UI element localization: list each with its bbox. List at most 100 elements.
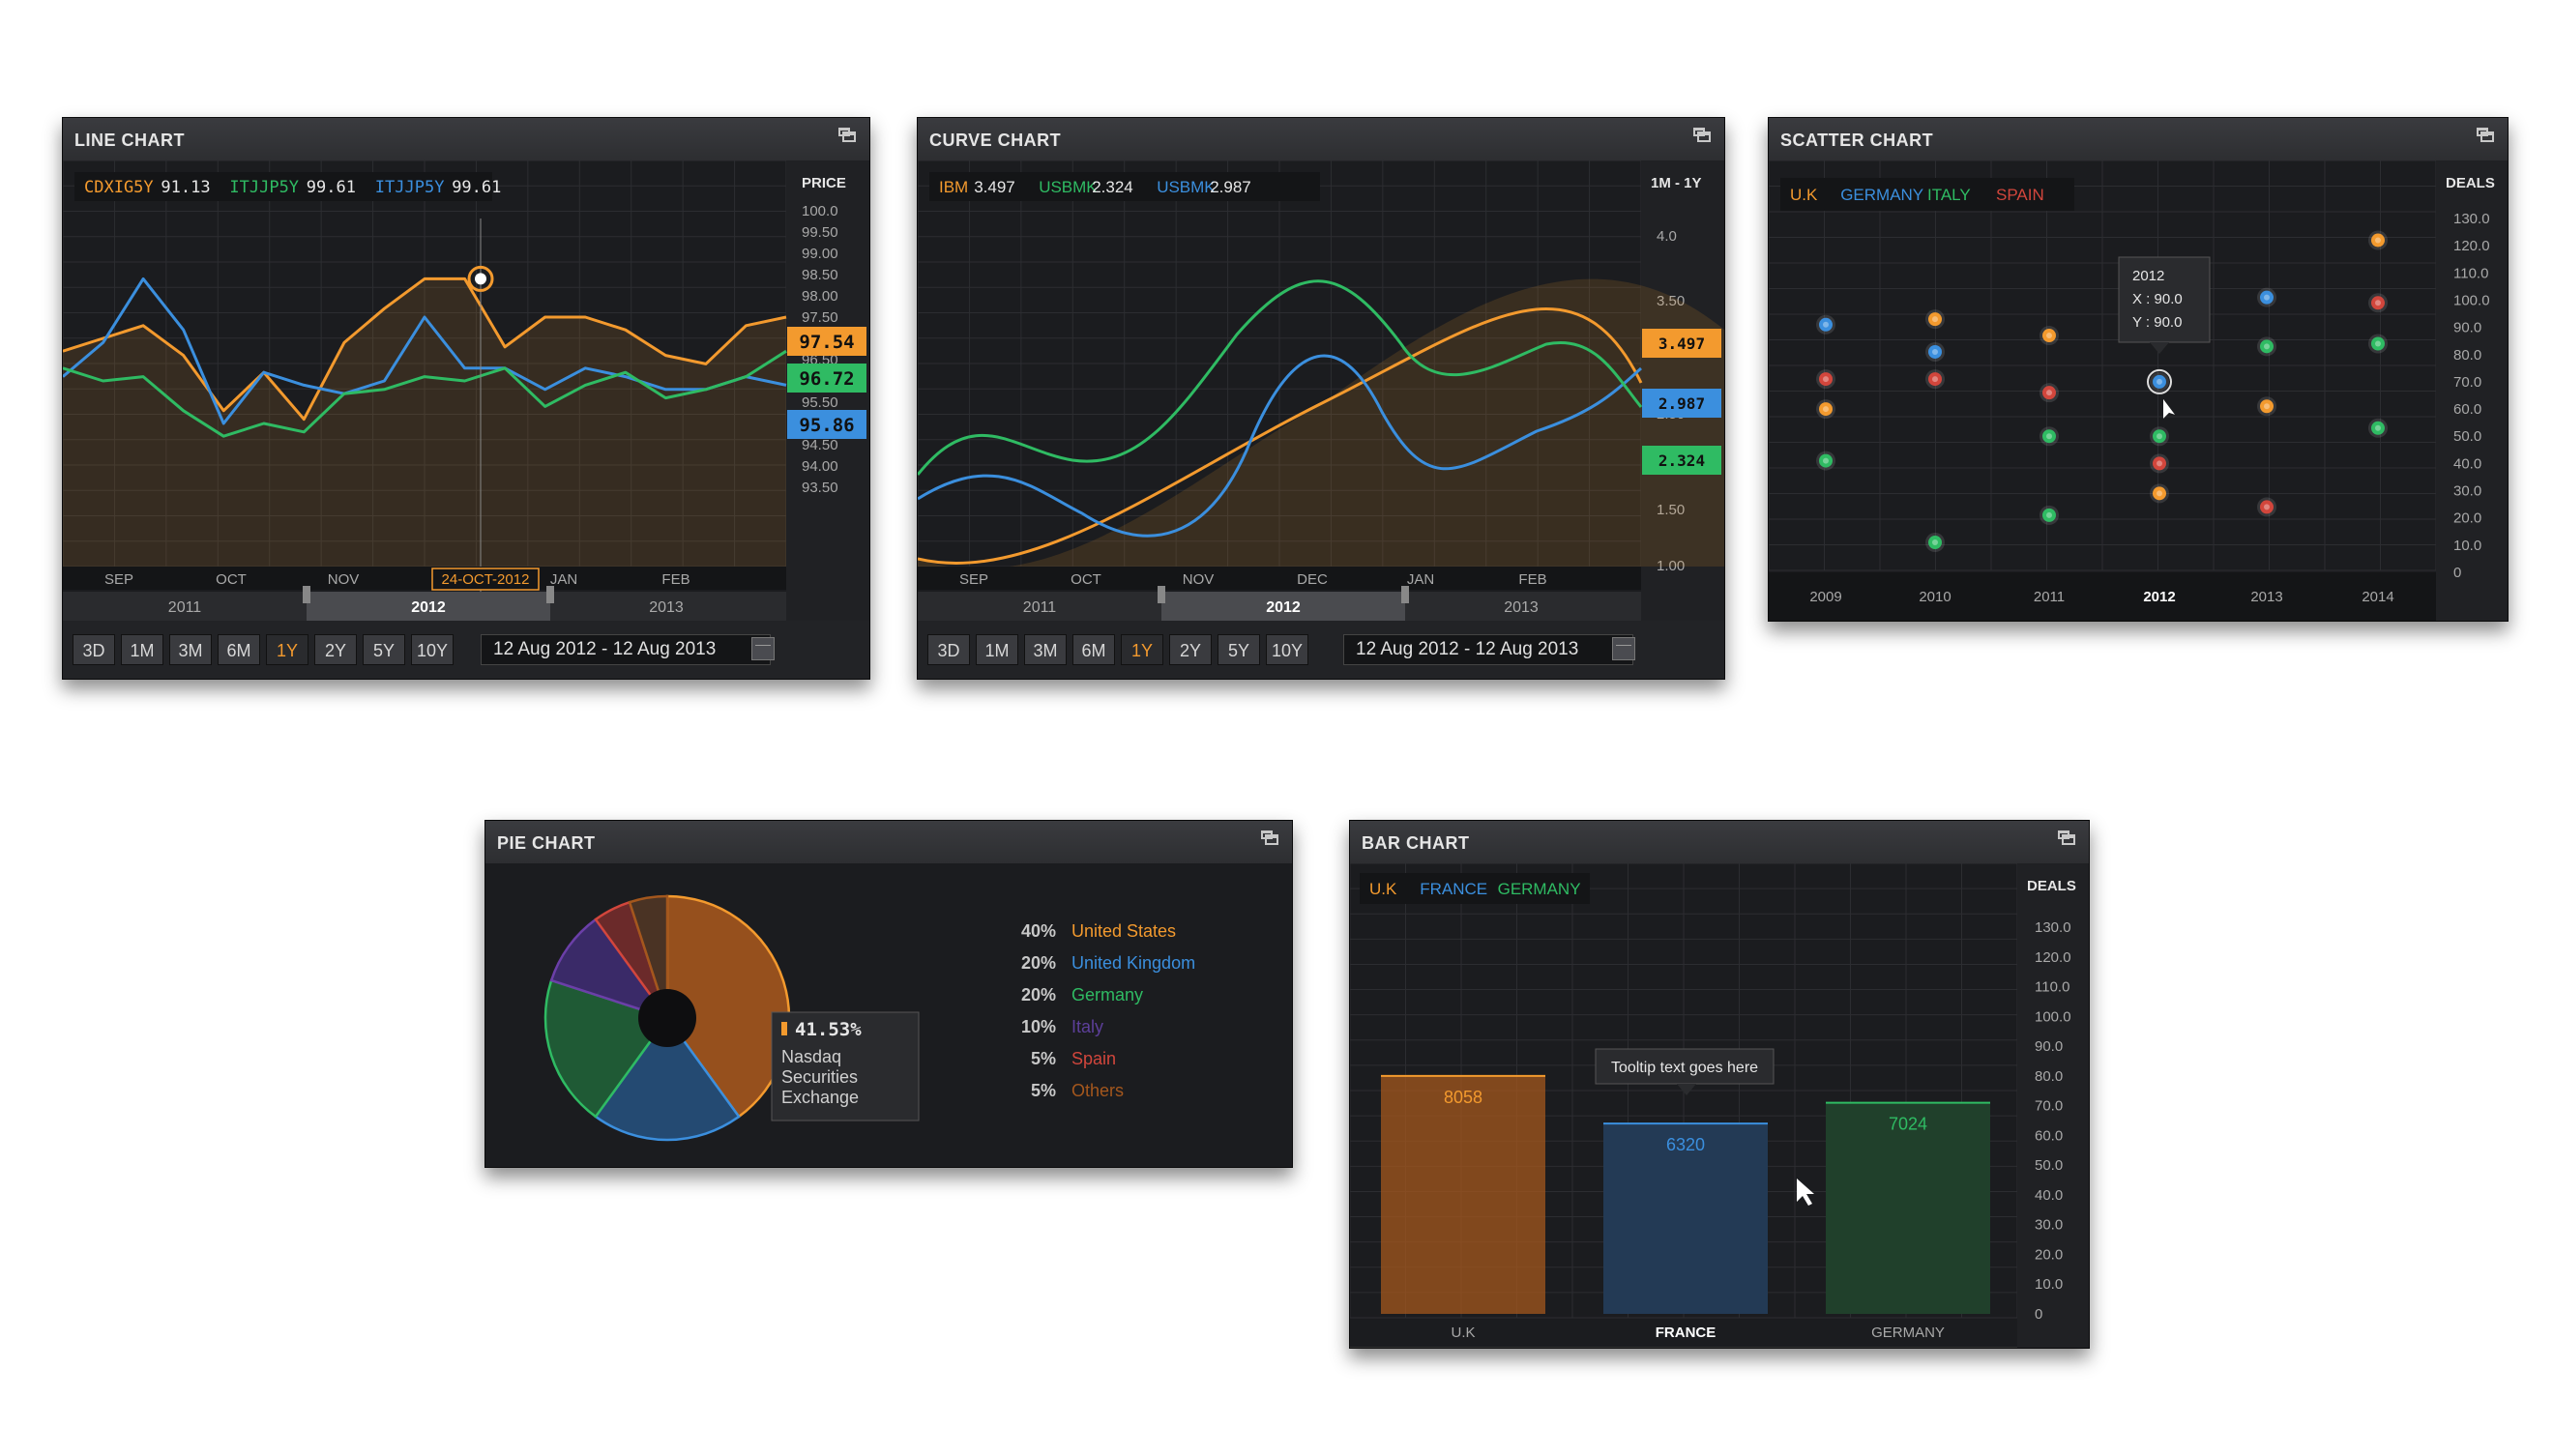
pie-slice-italy — [549, 917, 671, 1021]
legend-value: 91.13 — [161, 178, 210, 197]
legend-box — [74, 172, 492, 201]
legend-percent: 20% — [1021, 953, 1056, 973]
range-button-1y[interactable]: 1Y — [1121, 634, 1163, 665]
range-button-3m[interactable]: 3M — [169, 634, 212, 665]
legend-name: ITJJP5Y — [229, 178, 299, 197]
value-badge-label: 2.324 — [1658, 451, 1705, 470]
scatter-point-dot — [1819, 372, 1833, 387]
y-tick-label: 70.0 — [2453, 374, 2481, 391]
popout-icon[interactable] — [2477, 128, 2494, 142]
range-button-3d[interactable]: 3D — [73, 634, 115, 665]
scatter-point-dot — [2042, 329, 2056, 343]
x-tick-label: JAN — [1407, 571, 1434, 588]
y-tick-label: 30.0 — [2453, 483, 2481, 500]
popout-icon[interactable] — [1261, 830, 1278, 845]
range-button-1y[interactable]: 1Y — [266, 634, 308, 665]
x-tick-label: SEP — [104, 571, 133, 588]
timeline-year: 2012 — [1266, 599, 1301, 616]
scatter-point-core — [2264, 403, 2270, 410]
y-tick-label: 97.50 — [802, 309, 838, 326]
range-button-5y[interactable]: 5Y — [1218, 634, 1260, 665]
scatter-point — [1925, 369, 1945, 390]
value-badge: 3.497 — [1642, 329, 1721, 358]
range-button-2y[interactable]: 2Y — [1169, 634, 1212, 665]
tooltip-box — [1595, 1048, 1775, 1085]
date-range-input[interactable]: 12 Aug 2012 - 12 Aug 2013 — [481, 634, 771, 665]
pie-chart-title: PIE CHART — [497, 833, 596, 853]
scatter-point — [1925, 533, 1945, 553]
range-button-1m[interactable]: 1M — [121, 634, 163, 665]
scatter-point — [2257, 336, 2276, 357]
scatter-point-dot — [1928, 536, 1942, 550]
x-tick-label: FEB — [661, 571, 690, 588]
scatter-point-core — [2157, 460, 2162, 467]
scatter-point — [2257, 497, 2276, 517]
scatter-point — [2039, 426, 2059, 447]
y-tick-label: 50.0 — [2035, 1157, 2063, 1174]
scatter-point-core — [2264, 343, 2270, 350]
range-button-1m[interactable]: 1M — [976, 634, 1018, 665]
legend-name: CDXIG5Y — [84, 178, 154, 197]
y-tick-label: 98.50 — [802, 267, 838, 283]
y-tick-label: 50.0 — [2453, 428, 2481, 445]
bar-chart-plot[interactable]: DEALS 130.0 120.0 110.0 100.0 90.0 80.0 70.0 60.… — [1350, 863, 2089, 1348]
tooltip-line: X : 90.0 — [2132, 291, 2183, 307]
x-tick-label: U.K — [1451, 1325, 1475, 1341]
range-button-6m[interactable]: 6M — [1072, 634, 1115, 665]
series-line-blue — [918, 354, 1642, 538]
value-badge: 2.987 — [1642, 389, 1721, 418]
legend-percent: 5% — [1031, 1049, 1056, 1068]
legend-percent: 10% — [1021, 1017, 1056, 1036]
popout-icon[interactable] — [1693, 128, 1711, 142]
tooltip-line: Y : 90.0 — [2132, 314, 2182, 331]
scatter-point-core — [1823, 376, 1829, 383]
scatter-point — [2368, 230, 2388, 250]
pie-slice-united-kingdom — [594, 1015, 741, 1142]
legend-label: Germany — [1071, 985, 1143, 1005]
legend-name: GERMANY — [1840, 186, 1923, 204]
range-button-5y[interactable]: 5Y — [363, 634, 405, 665]
line-chart-plot[interactable]: PRICE100.099.5099.0098.5098.0097.5097.00… — [63, 160, 869, 621]
calendar-icon[interactable] — [1612, 637, 1635, 660]
popout-icon[interactable] — [2058, 830, 2075, 845]
scatter-point — [2257, 396, 2276, 417]
y-tick-label: 3.50 — [1657, 293, 1685, 309]
calendar-icon[interactable] — [751, 637, 775, 660]
timeline-handle-left — [303, 586, 310, 603]
pie-slice-germany — [543, 978, 670, 1119]
series-area — [918, 278, 1724, 569]
tooltip-marker — [781, 1022, 787, 1035]
popout-icon[interactable] — [838, 128, 856, 142]
scatter-point-dot — [1928, 312, 1942, 327]
legend-percent: 5% — [1031, 1081, 1056, 1100]
bar-value-label: 7024 — [1889, 1115, 1927, 1134]
legend-percent: 20% — [1021, 985, 1056, 1005]
scatter-point-dot — [2153, 456, 2166, 471]
range-button-6m[interactable]: 6M — [218, 634, 260, 665]
y-tick-label: 60.0 — [2035, 1127, 2063, 1144]
y-tick-label: 70.0 — [2035, 1098, 2063, 1115]
scatter-point-dot — [2153, 374, 2166, 389]
value-badge-bg — [787, 327, 866, 356]
scatter-chart-plot[interactable]: DEALS 130.0 120.0 110.0 100.0 90.0 80.0 70.0 60.… — [1769, 160, 2508, 621]
date-range-input[interactable]: 12 Aug 2012 - 12 Aug 2013 — [1343, 634, 1633, 665]
range-button-10y[interactable]: 10Y — [1266, 634, 1308, 665]
x-axis-bg — [1769, 572, 2436, 621]
range-button-10y[interactable]: 10Y — [411, 634, 454, 665]
y-tick-label: 94.50 — [802, 437, 838, 453]
scatter-point — [2039, 326, 2059, 346]
x-tick-label: FRANCE — [1656, 1325, 1717, 1341]
scatter-point — [2257, 287, 2276, 307]
range-button-3m[interactable]: 3M — [1024, 634, 1067, 665]
range-button-2y[interactable]: 2Y — [314, 634, 357, 665]
series-area — [63, 278, 786, 567]
value-badge: 95.86 — [787, 410, 866, 439]
scatter-point-core — [2264, 504, 2270, 510]
x-tick-label: GERMANY — [1871, 1325, 1945, 1341]
range-button-3d[interactable]: 3D — [927, 634, 970, 665]
scatter-point — [2368, 334, 2388, 354]
line-chart-title: LINE CHART — [74, 131, 185, 150]
scatter-point — [2039, 383, 2059, 403]
curve-chart-plot[interactable]: 1M - 1Y4.03.502.502.001.501.00IBM3.497US… — [918, 160, 1724, 621]
